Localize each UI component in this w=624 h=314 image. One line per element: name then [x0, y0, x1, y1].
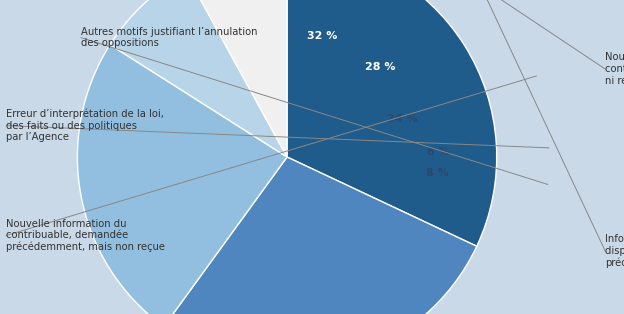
Text: Autres motifs justifiant l’annulation
des oppositions: Autres motifs justifiant l’annulation de… [81, 27, 258, 48]
Text: 24 %: 24 % [388, 114, 418, 124]
Wedge shape [287, 0, 497, 246]
Text: 28 %: 28 % [365, 62, 396, 72]
Wedge shape [110, 0, 287, 157]
Wedge shape [186, 0, 287, 157]
Text: Nouvelle information du
contribuable, demandée
précédemment, mais non reçue: Nouvelle information du contribuable, de… [6, 219, 165, 252]
Wedge shape [77, 45, 287, 314]
Text: Erreur d’interprétation de la loi,
des faits ou des politiques
par l’Agence: Erreur d’interprétation de la loi, des f… [6, 109, 164, 143]
Wedge shape [164, 157, 477, 314]
Text: 8 %: 8 % [426, 168, 449, 178]
Text: Information du contribuable
disponible, mais non repérée
précédemment: Information du contribuable disponible, … [605, 234, 624, 268]
Text: 8 %: 8 % [427, 147, 449, 157]
Text: 32 %: 32 % [306, 31, 337, 41]
Text: Nouvelle information du
contribuable ni demandée
ni reçue précédemment: Nouvelle information du contribuable ni … [605, 52, 624, 86]
